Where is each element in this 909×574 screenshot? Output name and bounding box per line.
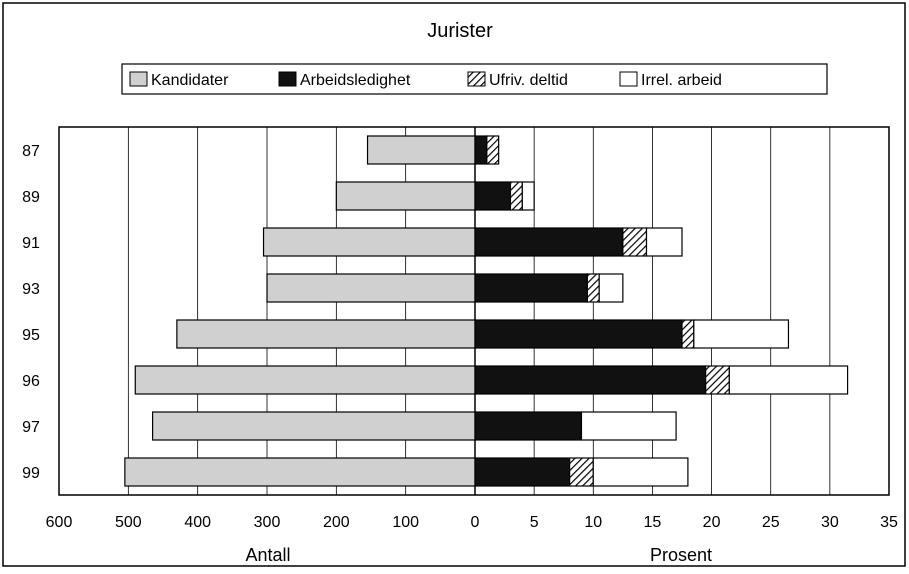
tick-label-right: 20 (703, 514, 721, 531)
tick-label-right: 5 (530, 514, 539, 531)
bar-arbeidsledighet (474, 181, 512, 211)
tick-label-left: 100 (392, 514, 419, 531)
bar-irrel-arbeid (645, 227, 683, 257)
bar-irrel-arbeid (580, 411, 677, 441)
category-label: 96 (22, 373, 40, 390)
legend-swatch (278, 71, 297, 87)
bar-ufriv-deltid (681, 319, 695, 349)
category-label: 99 (22, 465, 40, 482)
tick-label-left: 300 (254, 514, 281, 531)
legend-swatch (619, 71, 638, 87)
tick-label-right: 35 (880, 514, 898, 531)
tick-label-right: 15 (644, 514, 662, 531)
bar-kandidater (262, 227, 476, 257)
bar-kandidater (134, 365, 476, 395)
plot-area: 87 89 91 93 95 96 97 99 600 500 400 300 200 100 0 5 10 15… (22, 126, 898, 565)
legend-swatch (467, 71, 486, 87)
tick-label-right: 10 (584, 514, 602, 531)
x-axis-title-left: Antall (245, 545, 290, 565)
bar-arbeidsledighet (474, 365, 707, 395)
bar-ufriv-deltid (569, 457, 594, 487)
x-axis-title-right: Prosent (650, 545, 712, 565)
legend-swatch (129, 71, 148, 87)
bar-kandidater (124, 457, 476, 487)
bar-irrel-arbeid (693, 319, 790, 349)
legend-label: Irrel. arbeid (641, 72, 722, 89)
bar-arbeidsledighet (474, 135, 488, 165)
category-label: 91 (22, 235, 40, 252)
category-label: 93 (22, 281, 40, 298)
bar-ufriv-deltid (705, 365, 730, 395)
bar-irrel-arbeid (521, 181, 535, 211)
legend: Kandidater Arbeidsledighet Ufriv. deltid Ir… (121, 63, 828, 95)
bar-kandidater (152, 411, 476, 441)
legend-label: Kandidater (151, 72, 229, 89)
tick-label-left: 0 (471, 514, 480, 531)
bar-kandidater (366, 135, 476, 165)
tick-label-left: 600 (46, 514, 73, 531)
category-label: 89 (22, 189, 40, 206)
tick-label-right: 30 (821, 514, 839, 531)
chart-title: Jurister (427, 20, 493, 42)
category-label: 95 (22, 327, 40, 344)
legend-label: Arbeidsledighet (300, 72, 411, 89)
bar-irrel-arbeid (728, 365, 849, 395)
bar-ufriv-deltid (586, 273, 600, 303)
tick-label-left: 200 (323, 514, 350, 531)
bar-irrel-arbeid (598, 273, 624, 303)
bar-arbeidsledighet (474, 227, 624, 257)
bar-kandidater (335, 181, 476, 211)
bar-arbeidsledighet (474, 457, 571, 487)
tick-label-left: 400 (184, 514, 211, 531)
bar-ufriv-deltid (509, 181, 523, 211)
bar-ufriv-deltid (486, 135, 500, 165)
bar-kandidater (266, 273, 476, 303)
bar-arbeidsledighet (474, 273, 588, 303)
category-label: 97 (22, 419, 40, 436)
bar-kandidater (176, 319, 476, 349)
bar-irrel-arbeid (592, 457, 689, 487)
tick-label-left: 500 (115, 514, 142, 531)
bar-ufriv-deltid (622, 227, 648, 257)
bar-arbeidsledighet (474, 319, 683, 349)
legend-label: Ufriv. deltid (489, 72, 568, 89)
bar-arbeidsledighet (474, 411, 583, 441)
tick-label-right: 25 (762, 514, 780, 531)
category-label: 87 (22, 143, 40, 160)
